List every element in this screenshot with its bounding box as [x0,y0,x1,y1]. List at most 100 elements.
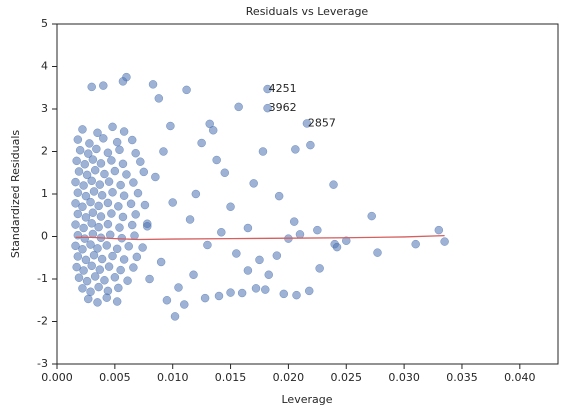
data-point [104,177,114,186]
data-point [74,273,84,282]
data-point [329,180,338,189]
data-point [154,94,164,103]
data-point [73,135,83,144]
data-point [110,273,120,282]
data-point [89,187,99,196]
data-point [93,128,102,138]
annotation: 2857 [308,116,336,129]
data-point [72,156,81,166]
y-tick-label: -3 [37,357,48,370]
data-point [197,138,206,148]
data-point [189,270,198,279]
x-axis-label: Leverage [282,393,333,406]
data-point [92,144,101,154]
y-tick-label: 5 [41,17,48,30]
data-point [94,222,103,232]
data-point [295,230,305,239]
data-point [107,156,116,165]
data-point [168,198,177,207]
data-point [79,266,88,275]
data-point [100,169,109,179]
data-point [292,290,301,300]
data-point [263,103,272,113]
data-point [119,191,129,200]
x-tick-label: 0.010 [157,371,189,384]
data-point [145,274,154,284]
data-point [88,208,98,217]
data-point [78,202,87,211]
data-point [82,276,92,286]
data-point [108,122,117,132]
data-point [93,298,102,307]
data-point [182,85,191,95]
data-point [185,215,195,224]
x-tick-label: 0.025 [331,371,363,384]
x-tick-label: 0.030 [388,371,420,384]
data-point [75,145,85,155]
data-point [306,140,315,150]
y-tick-label: -2 [37,315,48,328]
data-point [99,81,108,90]
data-point [205,119,214,129]
chart-title: Residuals vs Leverage [246,5,369,18]
data-point [115,223,124,232]
data-point [123,276,132,285]
data-point [243,223,253,233]
data-point [102,293,112,302]
data-point [440,237,449,246]
data-point [279,289,289,299]
data-point [108,188,117,197]
data-point [81,255,91,265]
data-point [226,288,235,297]
data-point [81,213,91,222]
data-point [139,167,149,177]
y-tick-label: -1 [37,272,48,285]
data-point [126,199,136,209]
data-point [127,220,137,230]
data-point [79,223,88,233]
data-point [114,283,123,293]
data-point [112,137,122,147]
data-point [94,201,103,211]
data-point [108,251,117,261]
data-point [103,148,113,158]
data-point [127,135,137,145]
data-point [132,252,142,262]
data-point [83,294,93,304]
data-point [330,239,339,249]
data-point [180,300,189,309]
data-point [251,284,261,293]
data-point [200,293,210,303]
data-point [234,102,243,112]
data-point [129,263,138,272]
data-point [203,240,212,250]
plot-frame [56,23,559,365]
data-point [118,159,128,169]
data-point [87,82,96,92]
data-point [148,80,158,89]
data-point [97,254,107,264]
data-point [258,147,268,156]
data-point [95,265,105,274]
data-point [71,177,80,187]
data-point [217,228,226,237]
data-point [232,249,241,258]
data-point [112,244,122,254]
data-point [291,145,300,154]
data-point [88,155,98,164]
data-point [87,219,96,228]
data-point [313,225,322,235]
x-tick-label: 0.015 [215,371,247,384]
x-tick-label: 0.040 [504,371,536,384]
data-point [71,241,80,251]
data-point [73,209,83,219]
x-tick-label: 0.000 [41,371,73,384]
data-point [162,296,172,305]
data-point [118,212,128,222]
data-point [94,282,103,292]
data-point [73,252,83,261]
data-point [102,241,112,250]
data-point [138,243,147,252]
data-point [78,245,87,254]
